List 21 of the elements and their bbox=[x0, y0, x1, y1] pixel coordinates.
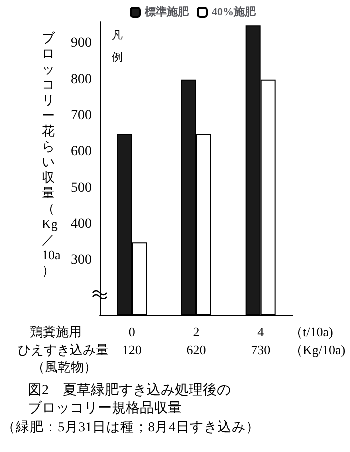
x-tick-label: 2 620 bbox=[186, 324, 206, 358]
text: 図2 夏草緑肥すき込み処理後のブロッコリー規格品収量 bbox=[28, 382, 231, 416]
y-tick-label: 800 bbox=[71, 72, 92, 88]
legend-label: 標準施肥 bbox=[144, 6, 190, 18]
y-tick-label: 700 bbox=[71, 108, 92, 124]
text: ブロッコリー花らい収量（Kg／10a） bbox=[42, 30, 61, 278]
text: （風乾物） bbox=[32, 360, 97, 374]
text: ひえすき込み量 bbox=[18, 342, 109, 358]
legend-title: 凡例 bbox=[112, 30, 123, 64]
text: （Kg/10a) bbox=[290, 342, 346, 358]
text: （t/10a) bbox=[290, 324, 334, 340]
text: （緑肥：5月31日は種；8月4日すき込み） bbox=[2, 420, 260, 434]
y-tick-label: 400 bbox=[71, 217, 92, 232]
y-tick-label: 300 bbox=[71, 253, 92, 268]
y-tick-label: 900 bbox=[71, 36, 92, 52]
text: 鶏糞施用 bbox=[30, 324, 82, 340]
legend-label: 40%施肥 bbox=[212, 6, 257, 18]
y-tick-label: 600 bbox=[71, 144, 92, 160]
x-tick-label: 0 120 bbox=[122, 324, 142, 358]
y-tick-label: 500 bbox=[71, 180, 92, 196]
x-tick-label: 4 730 bbox=[251, 324, 271, 358]
